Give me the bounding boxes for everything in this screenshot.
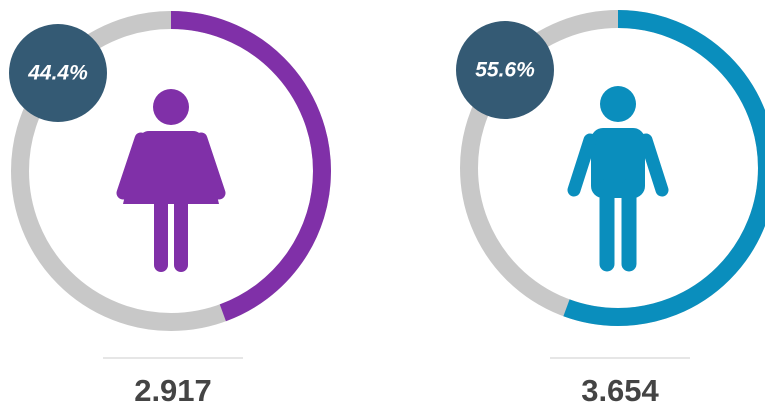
- percent-label: 55.6%: [475, 59, 535, 82]
- icon-arms: [567, 133, 669, 197]
- donut-group: 44.4% 2.917: [9, 11, 331, 408]
- icon-dress: [123, 131, 219, 204]
- donut-group: 55.6% 3.654: [456, 10, 765, 408]
- icon-head: [153, 89, 189, 125]
- percent-label: 44.4%: [27, 62, 88, 85]
- count-label: 3.654: [581, 373, 659, 408]
- percent-badge: [456, 21, 554, 119]
- count-label: 2.917: [134, 373, 212, 408]
- icon-torso: [591, 128, 645, 198]
- ring-arc: [460, 10, 765, 326]
- icon-head: [600, 86, 636, 122]
- percent-badge: [9, 24, 107, 122]
- ring-arc: [11, 11, 331, 331]
- icon-legs: [154, 197, 188, 272]
- icon-arms: [116, 132, 226, 200]
- icon-legs: [599, 178, 637, 272]
